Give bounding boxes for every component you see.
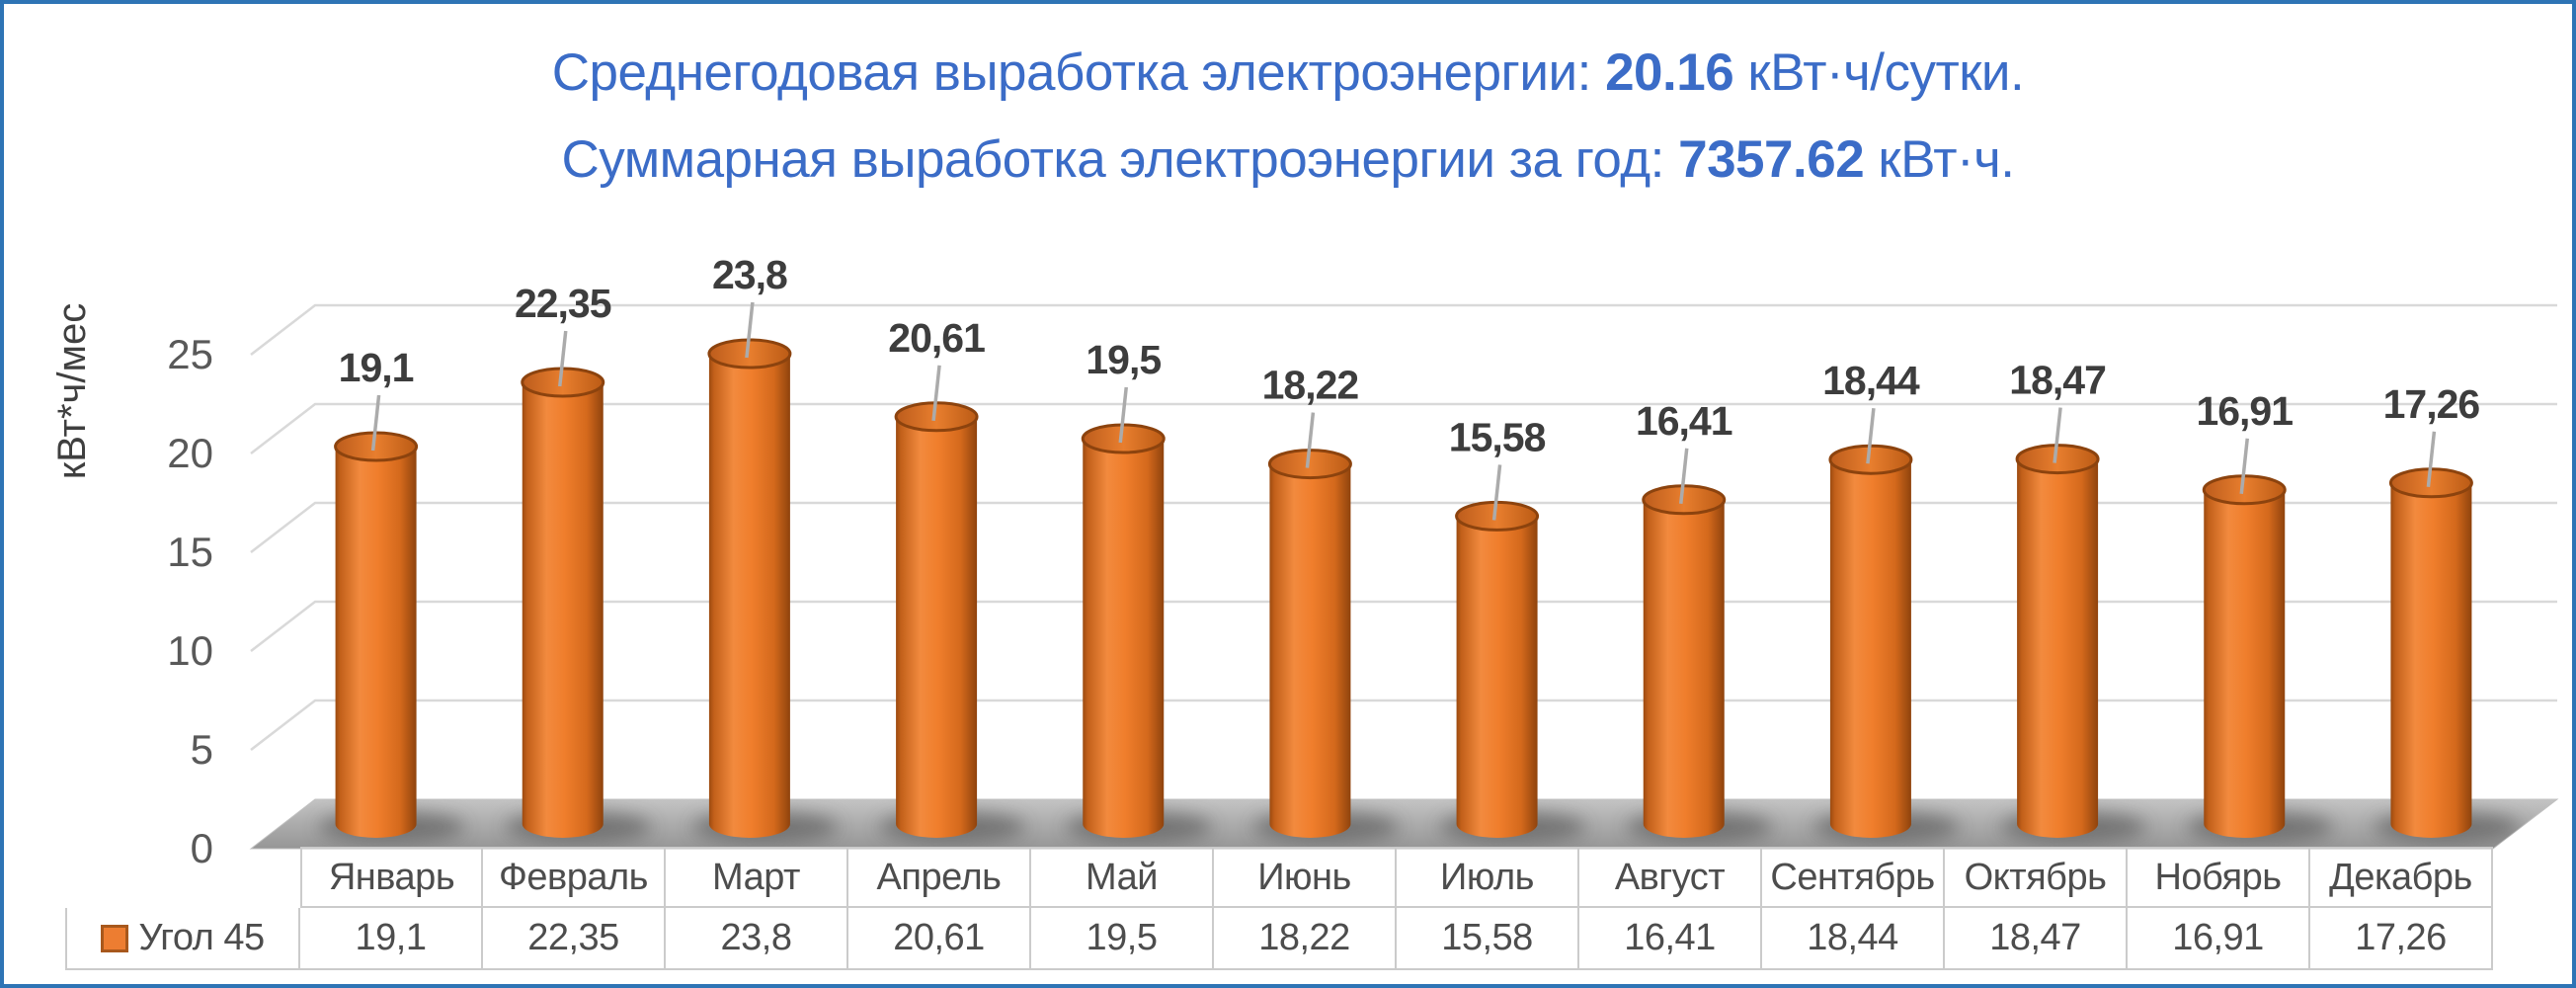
data-label-leader <box>1679 448 1689 504</box>
data-label-leader <box>1491 464 1502 521</box>
data-label-leader <box>370 394 381 452</box>
table-month-header: Июль <box>1397 847 1579 908</box>
bar-cylinder-body <box>1829 459 1911 838</box>
gridline-25 <box>250 303 2557 356</box>
title-2-suffix: кВт·ч. <box>1864 130 2015 189</box>
chart-title: Среднегодовая выработка электроэнергии: … <box>4 30 2572 204</box>
table-value-cell: 16,91 <box>2128 908 2310 970</box>
table-month-header: Апрель <box>848 847 1031 908</box>
y-axis-tick-25: 25 <box>167 331 213 377</box>
table-value-cell: 23,8 <box>666 908 848 970</box>
table-value-cell: 19,5 <box>1031 908 1214 970</box>
chart-data-table: Январь Февраль Март Апрель Май Июнь Июль Август… <box>65 847 2493 970</box>
y-axis-tick-15: 15 <box>167 529 213 575</box>
data-label: 19,1 <box>339 345 414 390</box>
table-month-header: Декабрь <box>2310 847 2493 908</box>
data-label: 19,5 <box>1086 337 1161 382</box>
data-label: 20,61 <box>888 315 985 361</box>
data-label: 18,47 <box>2009 358 2106 403</box>
legend-key-icon <box>101 924 129 952</box>
cylinder-bar-chart-plot: 19,1 22,35 23,8 20,61 19,5 18,22 15,58 16,41 18,… <box>50 252 2559 871</box>
data-label-leader <box>2053 407 2062 463</box>
bar-cylinder-body <box>1643 499 1725 839</box>
title-2-value: 7357.62 <box>1678 130 1865 189</box>
gridline-10 <box>250 600 2557 652</box>
data-label-leader <box>745 301 755 359</box>
table-legend-cell: Угол 45 <box>65 908 300 970</box>
y-axis-tick-20: 20 <box>167 430 213 476</box>
table-value-cell: 17,26 <box>2310 908 2493 970</box>
data-label-leader <box>2239 438 2249 494</box>
title-2-prefix: Суммарная выработка электроэнергии за го… <box>561 130 1679 189</box>
y-axis-title: кВт*ч/мес <box>50 303 94 479</box>
data-label: 16,91 <box>2196 388 2293 434</box>
bar-cylinder-body <box>2204 489 2286 839</box>
chart-title-line-1: Среднегодовая выработка электроэнергии: … <box>4 30 2572 117</box>
bar-cylinder-body <box>1456 516 1538 839</box>
data-label-leader <box>931 365 941 421</box>
table-value-cell: 18,44 <box>1762 908 1945 970</box>
title-1-suffix: кВт·ч/сутки. <box>1733 43 2025 102</box>
table-month-header: Июнь <box>1214 847 1397 908</box>
bar-cylinder-body <box>2390 482 2472 839</box>
data-label-leader <box>1866 408 1876 464</box>
bar-cylinder-body <box>896 416 978 839</box>
chart-floor <box>249 798 2559 850</box>
gridline-20 <box>250 402 2557 454</box>
data-label: 22,35 <box>515 281 611 326</box>
gridline-15 <box>250 501 2557 553</box>
data-label: 23,8 <box>712 252 787 297</box>
table-value-cell: 16,41 <box>1579 908 1762 970</box>
data-label-leader <box>558 330 568 387</box>
gridline-5 <box>250 699 2557 751</box>
table-corner-cell <box>65 847 300 908</box>
chart-title-line-2: Суммарная выработка электроэнергии за го… <box>4 117 2572 204</box>
data-label-leader <box>1305 412 1316 468</box>
data-label-leader <box>2426 431 2437 487</box>
table-month-header: Февраль <box>483 847 666 908</box>
title-1-value: 20.16 <box>1605 43 1734 102</box>
data-label-leader <box>1118 386 1128 444</box>
bar-cylinder-body <box>335 447 417 839</box>
data-label: 18,44 <box>1822 358 1920 403</box>
bar-cylinder-body <box>2017 458 2099 838</box>
table-month-header: Нобярь <box>2128 847 2310 908</box>
legend-series-name: Угол 45 <box>138 917 265 958</box>
table-month-header: Май <box>1031 847 1214 908</box>
data-label: 15,58 <box>1449 414 1546 459</box>
y-axis-tick-10: 10 <box>167 627 213 674</box>
bar-cylinder-body <box>522 382 604 838</box>
data-label: 18,22 <box>1262 363 1359 408</box>
y-axis-tick-0: 0 <box>191 825 213 871</box>
table-month-header: Август <box>1579 847 1762 908</box>
title-1-prefix: Среднегодовая выработка электроэнергии: <box>551 43 1606 102</box>
bar-cylinder-body <box>1083 439 1165 839</box>
y-axis-tick-5: 5 <box>191 726 213 773</box>
data-label: 17,26 <box>2383 381 2480 427</box>
table-value-cell: 20,61 <box>848 908 1031 970</box>
table-value-cell: 22,35 <box>483 908 666 970</box>
table-month-header: Сентябрь <box>1762 847 1945 908</box>
table-month-header: Январь <box>300 847 483 908</box>
table-value-cell: 15,58 <box>1397 908 1579 970</box>
table-month-header: Март <box>666 847 848 908</box>
table-value-cell: 18,22 <box>1214 908 1397 970</box>
bar-cylinder-body <box>708 354 790 839</box>
bar-cylinder-body <box>1269 463 1351 839</box>
table-value-cell: 19,1 <box>300 908 483 970</box>
table-month-header: Октябрь <box>1945 847 2128 908</box>
table-value-cell: 18,47 <box>1945 908 2128 970</box>
data-label: 16,41 <box>1636 398 1732 444</box>
